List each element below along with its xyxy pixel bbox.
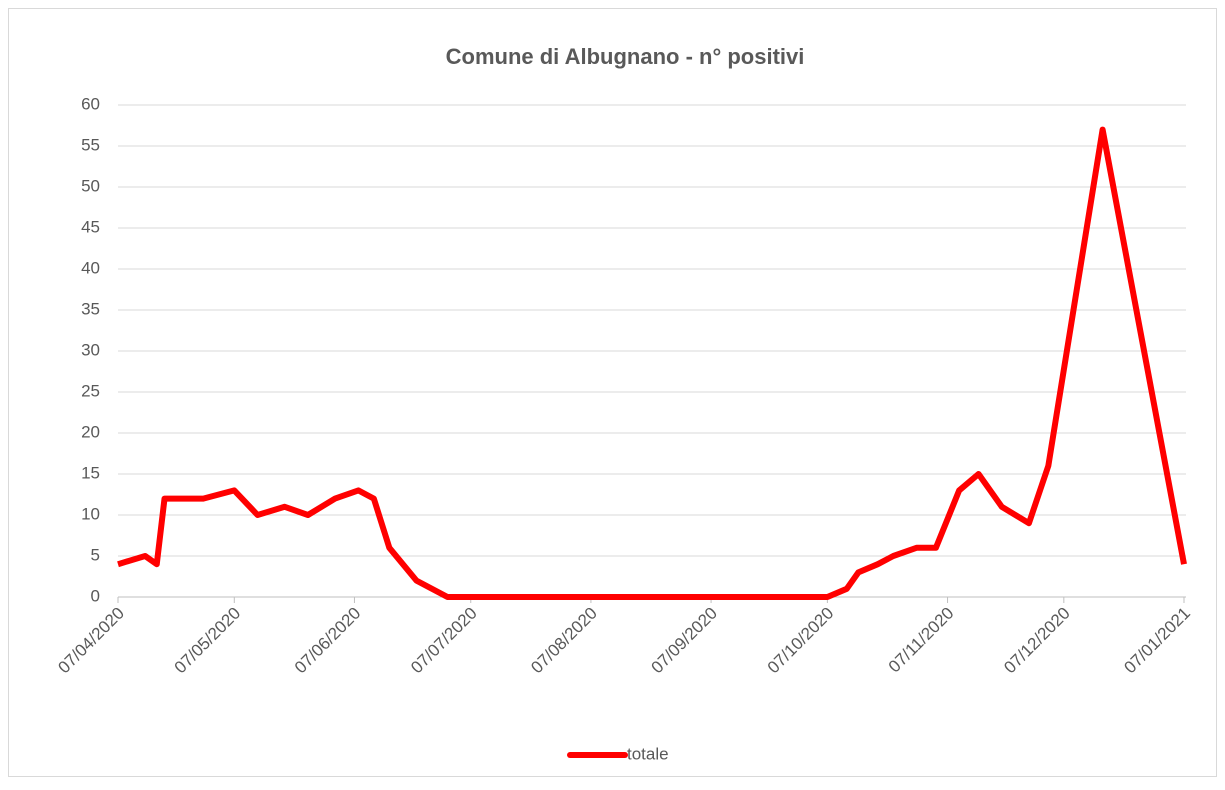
y-tick-label: 55 [81,135,100,154]
y-tick-label: 30 [81,340,100,359]
y-tick-label: 45 [81,217,100,236]
y-tick-label: 0 [91,586,100,605]
y-tick-label: 20 [81,422,100,441]
chart-title: Comune di Albugnano - n° positivi [446,44,805,69]
y-tick-label: 50 [81,176,100,195]
y-tick-label: 25 [81,381,100,400]
data-line [117,126,1187,600]
legend-label: totale [627,744,669,763]
y-tick-label: 40 [81,258,100,277]
y-tick-label: 10 [81,504,100,523]
y-tick-label: 60 [81,94,100,113]
y-tick-label: 15 [81,463,100,482]
y-tick-label: 35 [81,299,100,318]
y-tick-label: 5 [91,545,100,564]
